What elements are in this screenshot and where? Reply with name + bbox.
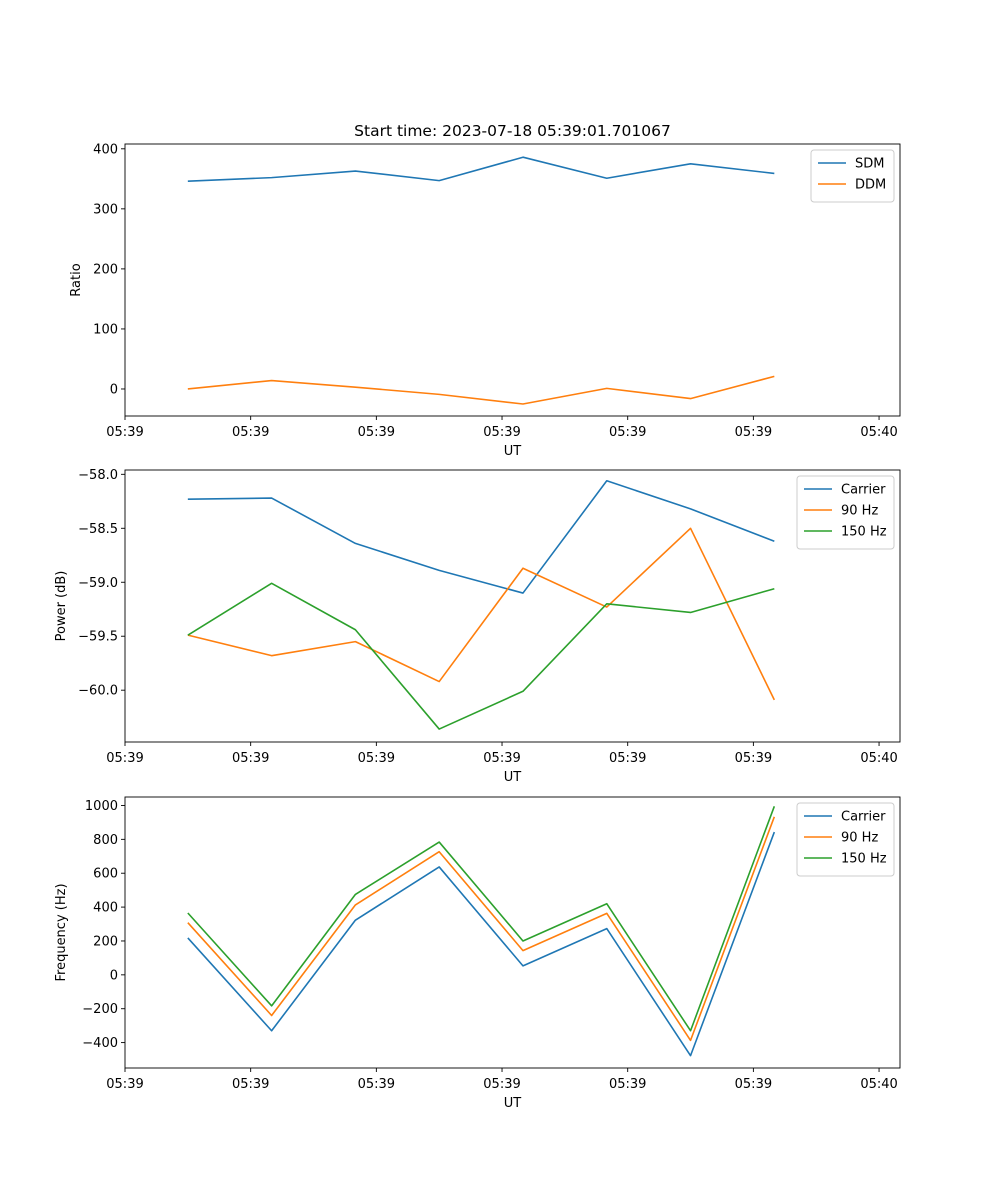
y-tick-label: −59.0: [78, 576, 118, 591]
legend: Carrier 90 Hz 150 Hz: [796, 475, 895, 550]
x-tick-label: 05:39: [483, 1077, 520, 1092]
subplot-1: Start time: 2023-07-18 05:39:01.701067 05…: [69, 122, 901, 459]
y-tick-label: 100: [93, 322, 118, 337]
subplot-3: 05:39 05:39 05:39 05:39 05:39 05:39 05:40 −400 −…: [54, 796, 901, 1111]
y-axis-label: Power (dB): [54, 571, 69, 642]
axes-frame: [124, 143, 901, 417]
y-axis-label: Ratio: [69, 263, 84, 296]
x-tick-label: 05:39: [232, 1077, 269, 1092]
legend-label: 90 Hz: [841, 504, 878, 519]
y-tick-label: 200: [93, 934, 118, 949]
y-tick-label: 400: [93, 901, 118, 916]
series-line-ddm: [187, 375, 775, 405]
y-tick-label: −400: [82, 1036, 118, 1051]
x-tick-label: 05:39: [735, 1077, 772, 1092]
x-axis-label: UT: [504, 1096, 522, 1111]
x-tick-label: 05:39: [106, 425, 143, 440]
y-tick-label: 0: [110, 382, 118, 397]
chart-title: Start time: 2023-07-18 05:39:01.701067: [354, 122, 671, 140]
series-line-150-hz: [187, 806, 776, 1032]
legend-label: 150 Hz: [841, 525, 887, 540]
legend-label: SDM: [855, 157, 884, 172]
y-tick-label: −59.5: [78, 630, 118, 645]
y-tick-label: 800: [93, 833, 118, 848]
x-tick-label: 05:39: [609, 1077, 646, 1092]
x-tick-label: 05:39: [106, 1077, 143, 1092]
subplot-2: 05:39 05:39 05:39 05:39 05:39 05:39 05:40 −60.0…: [54, 468, 901, 785]
y-tick-label: −60.0: [78, 684, 118, 699]
y-tick-label: 1000: [85, 799, 118, 814]
y-axis-label: Frequency (Hz): [54, 883, 69, 981]
x-tick-label: 05:39: [106, 751, 143, 766]
series-line-carrier: [187, 479, 775, 594]
series-line-carrier: [187, 831, 776, 1057]
legend-label: Carrier: [841, 483, 886, 498]
x-tick-label: 05:40: [860, 1077, 897, 1092]
y-tick-label: −58.0: [78, 468, 118, 483]
x-tick-label: 05:39: [358, 751, 395, 766]
series-line-sdm: [187, 156, 775, 183]
y-tick-label: −58.5: [78, 522, 118, 537]
x-tick-label: 05:40: [860, 425, 897, 440]
y-tick-label: 400: [93, 142, 118, 157]
x-axis-label: UT: [504, 444, 522, 459]
x-tick-label: 05:39: [358, 1077, 395, 1092]
y-tick-label: 600: [93, 867, 118, 882]
series-line-90-hz: [187, 527, 776, 701]
x-tick-label: 05:39: [232, 751, 269, 766]
x-tick-label: 05:39: [735, 425, 772, 440]
legend-label: Carrier: [841, 810, 886, 825]
series-line-90-hz: [187, 816, 776, 1042]
x-axis-label: UT: [504, 770, 522, 785]
x-tick-label: 05:39: [483, 425, 520, 440]
x-tick-label: 05:39: [609, 425, 646, 440]
legend: SDM DDM: [810, 149, 895, 203]
x-tick-label: 05:39: [609, 751, 646, 766]
legend-label: DDM: [855, 178, 886, 193]
x-tick-label: 05:39: [232, 425, 269, 440]
legend-label: 90 Hz: [841, 831, 878, 846]
legend-label: 150 Hz: [841, 852, 887, 867]
x-tick-label: 05:39: [483, 751, 520, 766]
y-tick-label: 300: [93, 202, 118, 217]
y-tick-label: 200: [93, 262, 118, 277]
y-tick-label: 0: [110, 968, 118, 983]
legend: Carrier 90 Hz 150 Hz: [796, 802, 895, 877]
axes-frame: [124, 469, 901, 743]
x-tick-label: 05:39: [735, 751, 772, 766]
axes-frame: [124, 796, 901, 1069]
series-line-150-hz: [187, 582, 775, 730]
x-tick-label: 05:39: [358, 425, 395, 440]
y-tick-label: −200: [82, 1002, 118, 1017]
x-tick-label: 05:40: [860, 751, 897, 766]
